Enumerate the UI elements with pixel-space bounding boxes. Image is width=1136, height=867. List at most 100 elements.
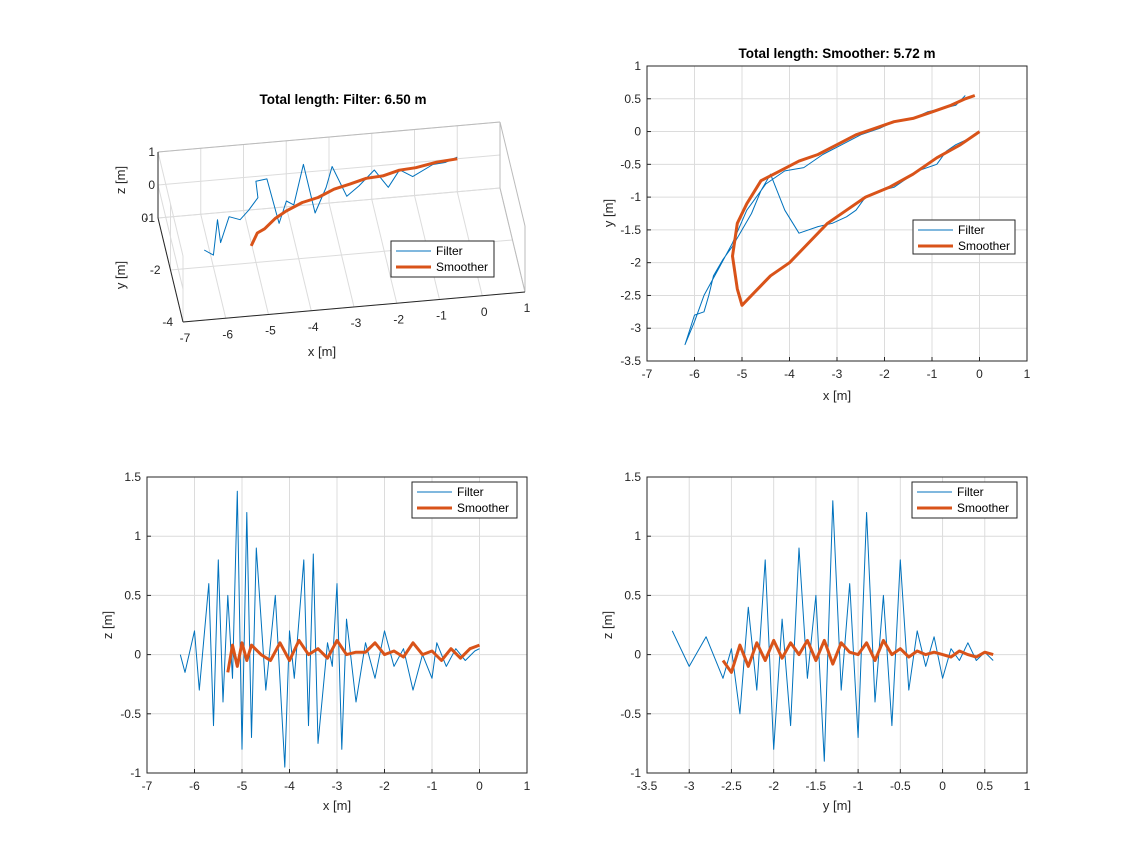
y-tick-label: -1	[630, 190, 641, 204]
x-tick-label: -1	[436, 309, 447, 323]
x-tick-label: -7	[142, 779, 153, 793]
x-tick-label: -1.5	[806, 779, 827, 793]
y-tick-label: -1	[630, 766, 641, 780]
filter-series-line	[671, 500, 994, 762]
x-tick-label: 1	[524, 779, 531, 793]
plot-title: Total length: Filter: 6.50 m	[259, 92, 426, 107]
smoother-series-line	[249, 157, 458, 247]
axes-box-edge	[499, 187, 526, 293]
x-tick-label: 0	[476, 779, 483, 793]
x-tick-label: -3.5	[637, 779, 658, 793]
x-tick-label: -7	[180, 331, 191, 345]
y-tick-label: -2	[150, 263, 161, 277]
x-tick-label: -2.5	[721, 779, 742, 793]
legend-entry-smoother: Smoother	[457, 501, 509, 515]
y-tick-label: 0.5	[624, 588, 641, 602]
x-tick-label: -1	[927, 367, 938, 381]
z-gridline	[157, 184, 184, 290]
y-tick-label: 0	[141, 211, 148, 225]
x-axis-line	[182, 291, 526, 323]
x-tick-label: -6	[689, 367, 700, 381]
y-tick-label: 0	[634, 125, 641, 139]
y-tick-label: -0.5	[620, 157, 641, 171]
y-axis-label: y [m]	[113, 261, 128, 289]
x-tick-label: -2	[379, 779, 390, 793]
axes-box-edge	[499, 121, 526, 227]
subplot-3d-trajectory: Total length: Filter: 6.50 m x [m] y [m]…	[113, 92, 531, 359]
y-tick-label: 1.5	[124, 470, 141, 484]
x-tick-label: 0	[481, 305, 488, 319]
x-tick-label: 1	[1024, 779, 1031, 793]
subplot-xz-trajectory: x [m] z [m] -7 -6 -5 -4 -3 -2 -1 0 1 -1 -0.5 0 0.5 1 1…	[100, 470, 531, 813]
y-tick-label: -3	[630, 321, 641, 335]
x-tick-label: -3	[832, 367, 843, 381]
y-tick-label: 0.5	[624, 92, 641, 106]
y-tick-label: 1	[634, 59, 641, 73]
y-tick-label: 1	[634, 529, 641, 543]
y-axis-label: y [m]	[601, 199, 616, 227]
filter-series-line	[179, 490, 480, 768]
x-axis-label: x [m]	[308, 344, 336, 359]
y-tick-label: 0.5	[124, 588, 141, 602]
y-tick-label: 1	[134, 529, 141, 543]
x-tick-label: -3	[351, 316, 362, 330]
x-tick-label: -5	[265, 324, 276, 338]
x-tick-label: 1	[1024, 367, 1031, 381]
x-tick-label: -2	[393, 312, 404, 326]
legend-entry-filter: Filter	[457, 485, 484, 499]
x-tick-label: -6	[222, 327, 233, 341]
x-tick-label: -1	[853, 779, 864, 793]
filter-series-line	[203, 156, 458, 256]
legend-entry-smoother: Smoother	[958, 239, 1010, 253]
x-tick-label: -0.5	[890, 779, 911, 793]
subplot-xy-trajectory: Total length: Smoother: 5.72 m x [m] y […	[601, 46, 1031, 403]
z-gridline	[157, 187, 501, 219]
y-axis-line	[157, 217, 184, 323]
legend-box	[390, 240, 495, 278]
z-tick-label: -1	[144, 211, 155, 225]
z-axis-label: z [m]	[113, 166, 128, 194]
legend-box	[911, 481, 1018, 519]
legend-box	[912, 219, 1016, 255]
x-axis-label: x [m]	[823, 388, 851, 403]
x-tick-label: -4	[308, 320, 319, 334]
z-gridline	[157, 151, 184, 257]
x-tick-label: 0	[976, 367, 983, 381]
y-tick-label: -0.5	[120, 707, 141, 721]
legend-entry-filter: Filter	[957, 485, 984, 499]
x-tick-label: -3	[332, 779, 343, 793]
x-tick-label: 0	[939, 779, 946, 793]
axes-box	[646, 476, 1028, 774]
x-tick-label: -3	[684, 779, 695, 793]
y-axis-label: z [m]	[100, 611, 115, 639]
smoother-series-line	[721, 638, 994, 674]
y-tick-label: -2.5	[620, 288, 641, 302]
legend-box	[411, 481, 518, 519]
x-tick-label: 0.5	[976, 779, 993, 793]
x-tick-label: -1	[427, 779, 438, 793]
x-tick-label: 1	[524, 301, 531, 315]
legend-entry-filter: Filter	[436, 244, 463, 258]
y-tick-label: -4	[162, 315, 173, 329]
y-tick-label: -1.5	[620, 223, 641, 237]
plot-title: Total length: Smoother: 5.72 m	[738, 46, 935, 61]
y-tick-label: -3.5	[620, 354, 641, 368]
x-tick-label: -2	[879, 367, 890, 381]
legend-entry-smoother: Smoother	[436, 260, 488, 274]
smoother-series-line	[226, 638, 481, 673]
y-tick-label: 1.5	[624, 470, 641, 484]
legend-entry-filter: Filter	[958, 223, 985, 237]
legend-entry-smoother: Smoother	[957, 501, 1009, 515]
x-tick-label: -5	[237, 779, 248, 793]
y-tick-label: 0	[634, 648, 641, 662]
z-tick-label: 0	[148, 178, 155, 192]
x-axis-label: x [m]	[323, 798, 351, 813]
x-tick-label: -5	[737, 367, 748, 381]
y-tick-label: 0	[134, 648, 141, 662]
x-axis-label: y [m]	[823, 798, 851, 813]
y-tick-label: -2	[630, 256, 641, 270]
x-tick-label: -6	[189, 779, 200, 793]
z-tick-label: 1	[148, 145, 155, 159]
